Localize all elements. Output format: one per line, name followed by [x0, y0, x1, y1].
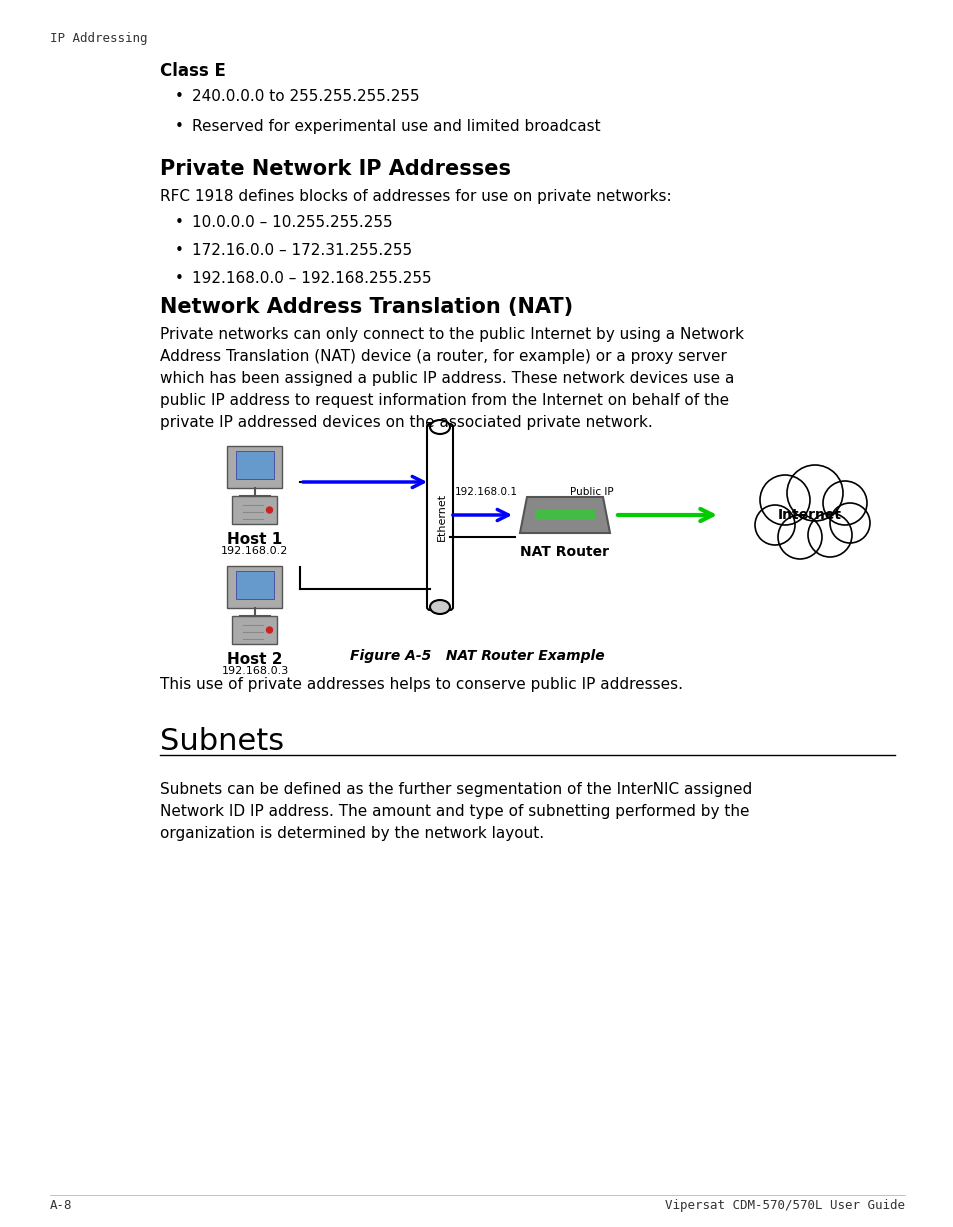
Text: NAT Router: NAT Router — [520, 545, 609, 560]
Circle shape — [822, 481, 866, 525]
Text: 192.168.0.2: 192.168.0.2 — [221, 546, 289, 556]
FancyBboxPatch shape — [235, 571, 274, 599]
Text: RFC 1918 defines blocks of addresses for use on private networks:: RFC 1918 defines blocks of addresses for… — [160, 189, 671, 204]
Text: Subnets can be defined as the further segmentation of the InterNIC assigned: Subnets can be defined as the further se… — [160, 782, 752, 798]
FancyBboxPatch shape — [427, 425, 453, 610]
Text: Host 2: Host 2 — [227, 652, 282, 667]
Ellipse shape — [430, 420, 450, 434]
Text: 172.16.0.0 – 172.31.255.255: 172.16.0.0 – 172.31.255.255 — [192, 243, 412, 258]
FancyBboxPatch shape — [227, 566, 282, 609]
Circle shape — [266, 507, 273, 513]
Text: Address Translation (NAT) device (a router, for example) or a proxy server: Address Translation (NAT) device (a rout… — [160, 348, 726, 364]
Text: •: • — [174, 119, 184, 134]
Text: •: • — [174, 215, 184, 229]
FancyBboxPatch shape — [233, 616, 277, 644]
Circle shape — [266, 627, 273, 633]
Circle shape — [829, 503, 869, 544]
Text: Ethernet: Ethernet — [436, 493, 447, 541]
Text: 240.0.0.0 to 255.255.255.255: 240.0.0.0 to 255.255.255.255 — [192, 90, 419, 104]
Text: Vipersat CDM-570/570L User Guide: Vipersat CDM-570/570L User Guide — [664, 1199, 904, 1212]
Text: Internet: Internet — [778, 508, 841, 521]
Text: organization is determined by the network layout.: organization is determined by the networ… — [160, 826, 543, 840]
Text: Private Network IP Addresses: Private Network IP Addresses — [160, 160, 511, 179]
Text: Subnets: Subnets — [160, 728, 284, 756]
Text: Network ID IP address. The amount and type of subnetting performed by the: Network ID IP address. The amount and ty… — [160, 804, 749, 818]
Text: IP Addressing: IP Addressing — [50, 32, 148, 45]
FancyBboxPatch shape — [235, 452, 274, 479]
Circle shape — [786, 465, 842, 521]
FancyBboxPatch shape — [233, 496, 277, 524]
Text: which has been assigned a public IP address. These network devices use a: which has been assigned a public IP addr… — [160, 371, 734, 387]
Ellipse shape — [430, 600, 450, 614]
FancyBboxPatch shape — [227, 445, 282, 488]
Circle shape — [778, 515, 821, 560]
Text: •: • — [174, 243, 184, 258]
Text: Private networks can only connect to the public Internet by using a Network: Private networks can only connect to the… — [160, 328, 743, 342]
Text: This use of private addresses helps to conserve public IP addresses.: This use of private addresses helps to c… — [160, 677, 682, 692]
Text: •: • — [174, 90, 184, 104]
Text: Host 1: Host 1 — [227, 533, 282, 547]
Text: Reserved for experimental use and limited broadcast: Reserved for experimental use and limite… — [192, 119, 600, 134]
FancyBboxPatch shape — [535, 510, 595, 520]
Text: public IP address to request information from the Internet on behalf of the: public IP address to request information… — [160, 393, 728, 409]
Text: Figure A-5   NAT Router Example: Figure A-5 NAT Router Example — [350, 649, 603, 663]
Text: 192.168.0.1: 192.168.0.1 — [455, 487, 517, 497]
Text: 192.168.0.3: 192.168.0.3 — [221, 666, 289, 676]
Polygon shape — [519, 497, 609, 533]
Text: A-8: A-8 — [50, 1199, 72, 1212]
Text: private IP addressed devices on the associated private network.: private IP addressed devices on the asso… — [160, 415, 652, 429]
Text: Public IP: Public IP — [569, 487, 613, 497]
Circle shape — [807, 513, 851, 557]
Text: 10.0.0.0 – 10.255.255.255: 10.0.0.0 – 10.255.255.255 — [192, 215, 393, 229]
Text: Class E: Class E — [160, 63, 226, 80]
Text: 192.168.0.0 – 192.168.255.255: 192.168.0.0 – 192.168.255.255 — [192, 271, 431, 286]
Circle shape — [754, 506, 794, 545]
Text: •: • — [174, 271, 184, 286]
Circle shape — [760, 475, 809, 525]
Text: Network Address Translation (NAT): Network Address Translation (NAT) — [160, 297, 573, 317]
